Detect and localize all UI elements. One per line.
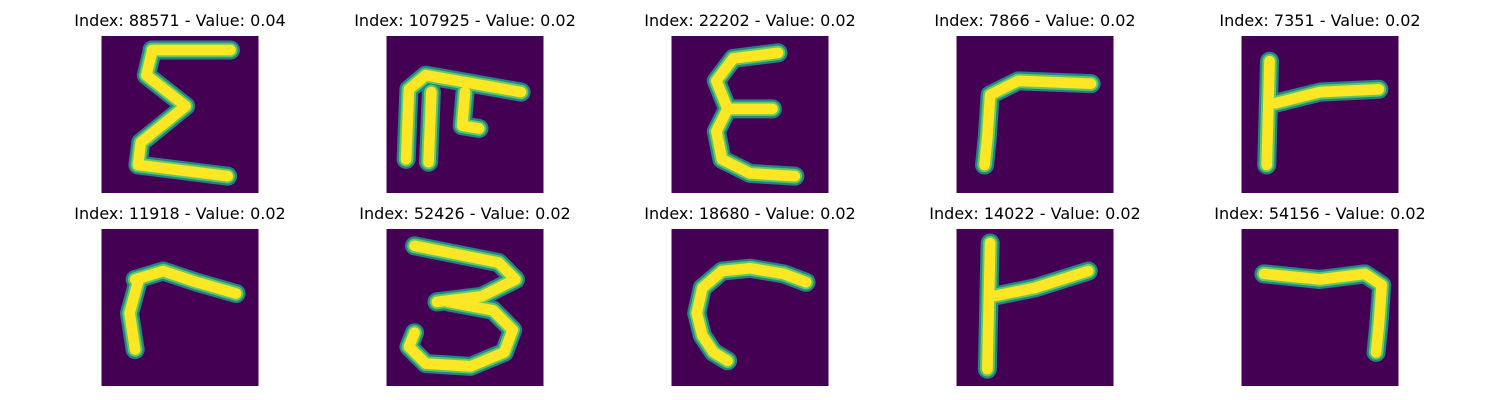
glyph-stroke (400, 69, 527, 168)
image-panel-6: Index: 11918 - Value: 0.02 (60, 204, 300, 394)
glyph-stroke (711, 47, 801, 182)
image-panel-9: Index: 14022 - Value: 0.02 (915, 204, 1155, 394)
panel-title: Index: 7866 - Value: 0.02 (934, 11, 1136, 30)
image-panel-3: Index: 22202 - Value: 0.02 (630, 11, 870, 201)
panel-title: Index: 14022 - Value: 0.02 (929, 204, 1141, 223)
panel-title: Index: 18680 - Value: 0.02 (644, 204, 856, 223)
panel-title: Index: 54156 - Value: 0.02 (1214, 204, 1426, 223)
image-panel-5: Index: 7351 - Value: 0.02 (1200, 11, 1440, 201)
glyph-stroke (691, 262, 812, 367)
panel-title: Index: 11918 - Value: 0.02 (74, 204, 286, 223)
panel-title: Index: 22202 - Value: 0.02 (644, 11, 856, 30)
glyph-stroke (979, 75, 1097, 171)
panel-title: Index: 88571 - Value: 0.04 (74, 11, 286, 30)
image-panel-1: Index: 88571 - Value: 0.04 (60, 11, 300, 201)
image-panel-2: Index: 107925 - Value: 0.02 (345, 11, 585, 201)
image-panel-4: Index: 7866 - Value: 0.02 (915, 11, 1155, 201)
r-like-glyph-image (101, 229, 259, 386)
image-panel-10: Index: 54156 - Value: 0.02 (1200, 204, 1440, 394)
glyph-stroke (1261, 55, 1385, 171)
tack-like-glyph-2-image (956, 229, 1114, 386)
arch-hook-glyph-image (386, 36, 544, 193)
glyph-stroke (982, 237, 1094, 375)
sigma-like-glyph-image (101, 36, 259, 193)
glyph-stroke (132, 44, 236, 182)
glyph-stroke (124, 265, 242, 355)
three-like-glyph-image (386, 229, 544, 386)
c-curve-glyph-image (671, 229, 829, 386)
glyph-stroke (403, 240, 521, 372)
image-panel-8: Index: 18680 - Value: 0.02 (630, 204, 870, 394)
seven-like-glyph-image (1241, 229, 1399, 386)
panel-title: Index: 107925 - Value: 0.02 (354, 11, 576, 30)
panel-title: Index: 52426 - Value: 0.02 (359, 204, 571, 223)
gamma-like-glyph-image (956, 36, 1114, 193)
image-panel-7: Index: 52426 - Value: 0.02 (345, 204, 585, 394)
glyph-stroke (1258, 268, 1388, 358)
tack-like-glyph-image (1241, 36, 1399, 193)
epsilon-like-glyph-image (671, 36, 829, 193)
panel-title: Index: 7351 - Value: 0.02 (1219, 11, 1421, 30)
